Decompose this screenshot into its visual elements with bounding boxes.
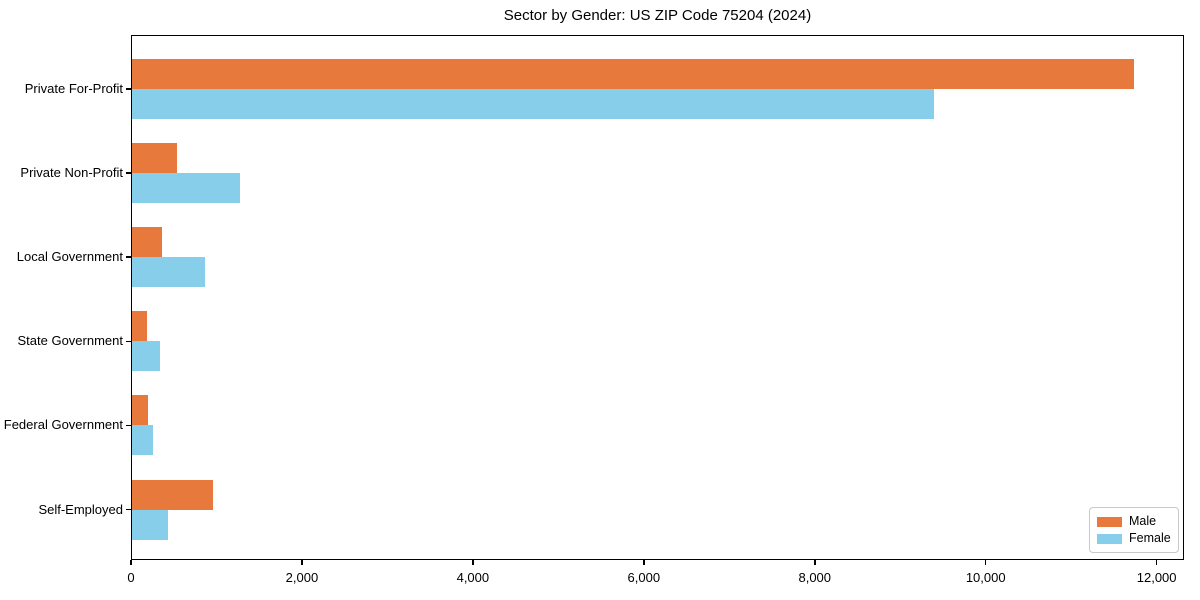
- x-tick-mark: [301, 560, 303, 565]
- bar-male: [131, 59, 1135, 89]
- legend: Male Female: [1089, 507, 1179, 553]
- legend-swatch-male: [1097, 516, 1122, 527]
- legend-label-male: Male: [1129, 514, 1157, 528]
- x-tick-label: 12,000: [1136, 570, 1177, 585]
- y-tick-mark: [126, 88, 131, 90]
- legend-label-female: Female: [1129, 531, 1171, 545]
- x-tick-mark: [130, 560, 132, 565]
- x-tick-mark: [814, 560, 816, 565]
- y-axis-label: Federal Government: [3, 417, 123, 433]
- y-axis-label: State Government: [17, 333, 124, 349]
- bar-female: [131, 173, 240, 204]
- y-tick-mark: [126, 256, 131, 258]
- y-axis-label: Private Non-Profit: [20, 165, 123, 181]
- bar-male: [131, 395, 149, 426]
- bar-female: [131, 425, 154, 456]
- x-tick-mark: [984, 560, 987, 565]
- y-axis-label: Local Government: [16, 249, 123, 265]
- legend-item: Female: [1097, 532, 1178, 545]
- bar-female: [131, 257, 205, 288]
- x-tick-mark: [472, 560, 474, 565]
- legend-swatch-female: [1097, 533, 1122, 544]
- x-tick-label: 6,000: [627, 570, 661, 585]
- bar-female: [131, 341, 161, 372]
- bar-female: [131, 509, 169, 540]
- x-tick-label: 8,000: [798, 570, 832, 585]
- x-tick-mark: [1155, 560, 1158, 565]
- y-tick-mark: [126, 172, 131, 174]
- x-tick-label: 2,000: [285, 570, 319, 585]
- bar-female: [131, 89, 934, 119]
- x-tick-label: 10,000: [965, 570, 1006, 585]
- y-axis-label: Self-Employed: [38, 501, 123, 517]
- y-tick-mark: [126, 424, 131, 427]
- bar-male: [131, 227, 162, 258]
- x-tick-label: 4,000: [456, 570, 490, 585]
- bar-male: [131, 143, 177, 174]
- bar-male: [131, 311, 148, 342]
- legend-item: Male: [1097, 515, 1178, 528]
- y-tick-mark: [126, 508, 131, 511]
- y-tick-mark: [126, 340, 131, 343]
- chart-title: Sector by Gender: US ZIP Code 75204 (202…: [503, 7, 812, 24]
- y-axis-label: Private For-Profit: [24, 81, 123, 96]
- bar-male: [131, 479, 214, 510]
- x-tick-label: 0: [127, 570, 135, 585]
- x-tick-mark: [643, 560, 645, 565]
